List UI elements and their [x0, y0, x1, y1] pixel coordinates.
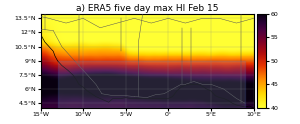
Bar — [58, 61, 245, 108]
Title: a) ERA5 five day max HI Feb 15: a) ERA5 five day max HI Feb 15 — [76, 4, 218, 13]
